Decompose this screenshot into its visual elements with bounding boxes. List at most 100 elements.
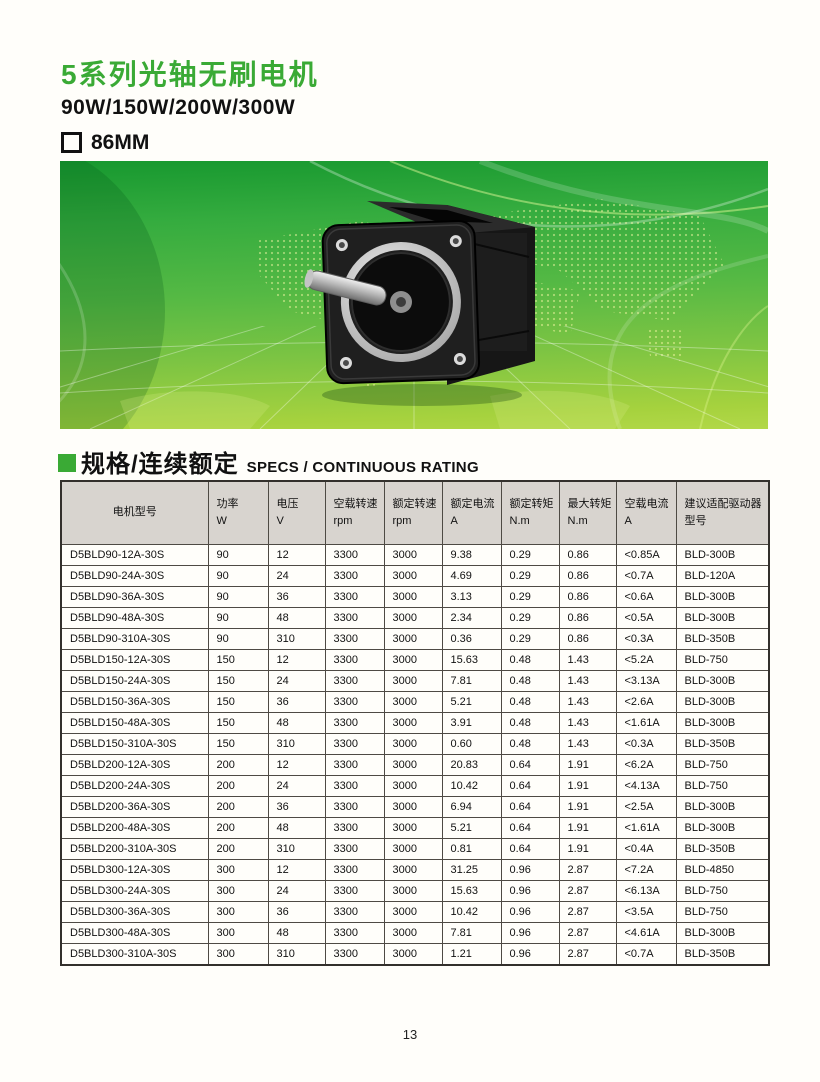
cell-no-load-speed: 3300: [324, 544, 385, 566]
table-row: D5BLD90-36A-30S 90 36 3300 3000 3.13 0.29 0.86 <…: [60, 586, 770, 608]
cell-model: D5BLD200-48A-30S: [60, 817, 209, 839]
cell-model: D5BLD90-24A-30S: [60, 565, 209, 587]
cell-power: 300: [207, 901, 269, 923]
cell-rated-speed: 3000: [383, 880, 443, 902]
square-outline-icon: [61, 132, 82, 154]
cell-rated-torque: 0.96: [500, 922, 560, 944]
cell-rated-current: 15.63: [441, 649, 502, 671]
cell-voltage: 24: [267, 775, 326, 797]
cell-model: D5BLD300-12A-30S: [60, 859, 209, 881]
cell-rated-speed: 3000: [383, 628, 443, 650]
cell-max-torque: 1.43: [558, 712, 617, 734]
cell-rated-torque: 0.96: [500, 880, 560, 902]
cell-driver: BLD-750: [675, 775, 770, 797]
banner-graphics: [60, 161, 768, 429]
cell-no-load-speed: 3300: [324, 586, 385, 608]
cell-driver: BLD-300B: [675, 607, 770, 629]
cell-no-load-current: <4.61A: [615, 922, 677, 944]
cell-no-load-speed: 3300: [324, 649, 385, 671]
cell-no-load-speed: 3300: [324, 880, 385, 902]
cell-rated-current: 4.69: [441, 565, 502, 587]
table-row: D5BLD300-48A-30S 300 48 3300 3000 7.81 0.96 2.8…: [60, 922, 770, 944]
table-row: D5BLD90-310A-30S 90 310 3300 3000 0.36 0.29 0.8…: [60, 628, 770, 650]
cell-voltage: 36: [267, 796, 326, 818]
cell-no-load-current: <1.61A: [615, 712, 677, 734]
cell-rated-speed: 3000: [383, 817, 443, 839]
cell-rated-torque: 0.64: [500, 754, 560, 776]
table-row: D5BLD300-12A-30S 300 12 3300 3000 31.25 0.96 2.…: [60, 859, 770, 881]
cell-rated-torque: 0.48: [500, 712, 560, 734]
column-header-no-load-current: 空载电流 A: [615, 480, 677, 545]
cell-power: 90: [207, 544, 269, 566]
cell-rated-torque: 0.64: [500, 775, 560, 797]
cell-no-load-current: <6.13A: [615, 880, 677, 902]
cell-voltage: 24: [267, 565, 326, 587]
cell-max-torque: 1.43: [558, 649, 617, 671]
cell-power: 150: [207, 649, 269, 671]
column-header-rated-speed: 额定转速 rpm: [383, 480, 443, 545]
motor-photo: [304, 201, 535, 406]
frame-size-line: 86MM: [61, 131, 319, 155]
column-header-voltage: 电压 V: [267, 480, 326, 545]
table-row: D5BLD150-24A-30S 150 24 3300 3000 7.81 0.48 1.4…: [60, 670, 770, 692]
cell-rated-current: 5.21: [441, 691, 502, 713]
cell-rated-speed: 3000: [383, 796, 443, 818]
cell-model: D5BLD300-310A-30S: [60, 943, 209, 966]
cell-rated-speed: 3000: [383, 733, 443, 755]
cell-voltage: 310: [267, 943, 326, 966]
cell-power: 300: [207, 880, 269, 902]
column-header-rated-current: 额定电流 A: [441, 480, 502, 545]
cell-no-load-current: <0.7A: [615, 565, 677, 587]
cell-driver: BLD-750: [675, 880, 770, 902]
cell-no-load-current: <0.7A: [615, 943, 677, 966]
cell-rated-speed: 3000: [383, 901, 443, 923]
cell-no-load-speed: 3300: [324, 922, 385, 944]
cell-power: 200: [207, 796, 269, 818]
cell-no-load-current: <2.6A: [615, 691, 677, 713]
table-header-row: 电机型号 功率 W 电压 V 空载转速 rpm 额定转速 rpm 额定电流 A 额定转矩 N.m 最大转矩…: [60, 480, 770, 545]
cell-model: D5BLD200-12A-30S: [60, 754, 209, 776]
cell-driver: BLD-350B: [675, 838, 770, 860]
cell-rated-current: 7.81: [441, 922, 502, 944]
cell-model: D5BLD90-36A-30S: [60, 586, 209, 608]
cell-voltage: 310: [267, 733, 326, 755]
column-header-power: 功率 W: [207, 480, 269, 545]
cell-no-load-current: <7.2A: [615, 859, 677, 881]
cell-no-load-current: <4.13A: [615, 775, 677, 797]
cell-rated-torque: 0.64: [500, 796, 560, 818]
cell-max-torque: 1.91: [558, 775, 617, 797]
cell-voltage: 12: [267, 544, 326, 566]
section-title-cn: 规格/连续额定: [81, 451, 239, 478]
cell-voltage: 48: [267, 607, 326, 629]
cell-voltage: 48: [267, 922, 326, 944]
cell-no-load-speed: 3300: [324, 943, 385, 966]
cell-voltage: 24: [267, 880, 326, 902]
cell-max-torque: 1.43: [558, 670, 617, 692]
cell-no-load-speed: 3300: [324, 859, 385, 881]
cell-max-torque: 1.91: [558, 796, 617, 818]
table-row: D5BLD90-48A-30S 90 48 3300 3000 2.34 0.29 0.86 <…: [60, 607, 770, 629]
cell-max-torque: 0.86: [558, 544, 617, 566]
cell-voltage: 12: [267, 649, 326, 671]
cell-no-load-current: <0.3A: [615, 628, 677, 650]
cell-rated-current: 2.34: [441, 607, 502, 629]
cell-power: 300: [207, 943, 269, 966]
cell-rated-speed: 3000: [383, 943, 443, 966]
cell-rated-torque: 0.29: [500, 586, 560, 608]
cell-rated-speed: 3000: [383, 712, 443, 734]
cell-rated-torque: 0.29: [500, 565, 560, 587]
cell-rated-current: 3.13: [441, 586, 502, 608]
cell-driver: BLD-750: [675, 901, 770, 923]
cell-rated-torque: 0.64: [500, 838, 560, 860]
frame-size-label: 86MM: [91, 130, 150, 154]
cell-model: D5BLD200-36A-30S: [60, 796, 209, 818]
cell-max-torque: 2.87: [558, 922, 617, 944]
cell-no-load-current: <6.2A: [615, 754, 677, 776]
cell-max-torque: 0.86: [558, 586, 617, 608]
cell-max-torque: 2.87: [558, 880, 617, 902]
column-header-driver: 建议适配驱动器型号: [675, 480, 770, 545]
cell-rated-speed: 3000: [383, 670, 443, 692]
cell-driver: BLD-300B: [675, 817, 770, 839]
table-row: D5BLD90-24A-30S 90 24 3300 3000 4.69 0.29 0.86 <…: [60, 565, 770, 587]
